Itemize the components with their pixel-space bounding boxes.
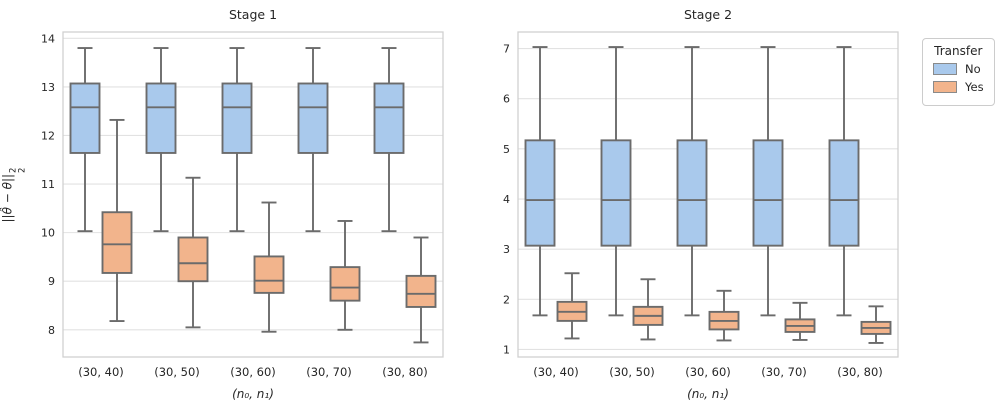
box-rect xyxy=(253,255,285,294)
box-no-(30, 70) xyxy=(752,46,784,317)
box-no-(30, 70) xyxy=(297,47,329,233)
box-no-(30, 40) xyxy=(69,47,101,233)
box-yes-(30, 80) xyxy=(860,305,892,344)
legend-swatch-yes-icon xyxy=(933,81,957,93)
y-tick-label: 11 xyxy=(41,178,55,191)
box-yes-(30, 40) xyxy=(556,272,588,340)
box-no-(30, 50) xyxy=(600,46,632,317)
box-rect xyxy=(177,236,209,283)
x-tick-label: (30, 70) xyxy=(761,365,807,379)
y-tick-label: 13 xyxy=(41,81,55,94)
box-yes-(30, 70) xyxy=(329,220,361,331)
stage1-axes: 8 9 10 11 12 13 14 (30, 40) (30, 50) (30, 60) (30,… xyxy=(41,31,444,379)
box-yes-(30, 60) xyxy=(708,289,740,342)
x-tick-label: (30, 50) xyxy=(609,365,655,379)
box-yes-(30, 80) xyxy=(405,236,437,344)
box-no-(30, 40) xyxy=(524,46,556,317)
stage2-axes: 1 2 3 4 5 6 7 (30, 40) (30, 50) (30, 60) (30, 70) (… xyxy=(503,31,899,379)
y-tick-label: 3 xyxy=(503,243,510,256)
x-tick-label: (30, 60) xyxy=(230,365,276,379)
box-rect xyxy=(752,139,784,247)
stage1-title: Stage 1 xyxy=(228,7,278,22)
axes-spine xyxy=(517,31,899,358)
legend-title: Transfer xyxy=(934,44,983,58)
box-rect xyxy=(828,139,860,247)
y-tick-label: 9 xyxy=(48,275,55,288)
box-rect xyxy=(101,211,133,274)
box-rect xyxy=(329,266,361,302)
box-rect xyxy=(600,139,632,247)
box-yes-(30, 50) xyxy=(177,176,209,329)
box-yes-(30, 60) xyxy=(253,201,285,333)
y-tick-label: 7 xyxy=(503,43,510,56)
box-no-(30, 60) xyxy=(221,47,253,233)
y-tick-label: 1 xyxy=(503,343,510,356)
box-rect xyxy=(221,82,253,154)
legend-label-yes: Yes xyxy=(965,80,984,94)
box-no-(30, 60) xyxy=(676,46,708,317)
box-yes-(30, 50) xyxy=(632,278,664,341)
y-tick-label: 8 xyxy=(48,324,55,337)
axes-spine xyxy=(62,31,444,358)
box-no-(30, 80) xyxy=(373,47,405,233)
y-tick-label: 14 xyxy=(41,32,55,45)
y-tick-label: 10 xyxy=(41,227,55,240)
x-tick-label: (30, 80) xyxy=(382,365,428,379)
x-tick-label: (30, 80) xyxy=(837,365,883,379)
y-tick-label: 4 xyxy=(503,193,510,206)
box-rect xyxy=(676,139,708,247)
box-rect xyxy=(297,82,329,154)
box-yes-(30, 40) xyxy=(101,118,133,323)
stage2-title: Stage 2 xyxy=(683,7,733,22)
legend-item-yes: Yes xyxy=(933,80,984,94)
y-tick-label: 5 xyxy=(503,143,510,156)
box-rect xyxy=(145,82,177,154)
x-tick-label: (30, 70) xyxy=(306,365,352,379)
legend-item-no: No xyxy=(933,62,984,76)
y-tick-label: 2 xyxy=(503,293,510,306)
x-tick-label: (30, 40) xyxy=(78,365,124,379)
box-rect xyxy=(524,139,556,247)
y-axis-label: ||θ̂ − θ|| 2 2 xyxy=(0,168,28,223)
box-rect xyxy=(405,274,437,308)
box-no-(30, 80) xyxy=(828,46,860,317)
legend-swatch-no-icon xyxy=(933,63,957,75)
x-tick-label: (30, 60) xyxy=(685,365,731,379)
x-tick-label: (30, 40) xyxy=(533,365,579,379)
x-tick-label: (30, 50) xyxy=(154,365,200,379)
stage2-x-axis-label: (n₀, n₁) xyxy=(687,387,729,401)
y-axis-label-base: ||θ̂ − θ|| xyxy=(0,173,15,223)
legend: Transfer No Yes xyxy=(922,38,995,106)
y-tick-label: 6 xyxy=(503,93,510,106)
y-tick-label: 12 xyxy=(41,129,55,142)
box-rect xyxy=(69,82,101,154)
box-yes-(30, 70) xyxy=(784,301,816,341)
box-rect xyxy=(373,82,405,154)
box-no-(30, 50) xyxy=(145,47,177,233)
legend-label-no: No xyxy=(965,62,981,76)
stage1-x-axis-label: (n₀, n₁) xyxy=(232,387,274,401)
